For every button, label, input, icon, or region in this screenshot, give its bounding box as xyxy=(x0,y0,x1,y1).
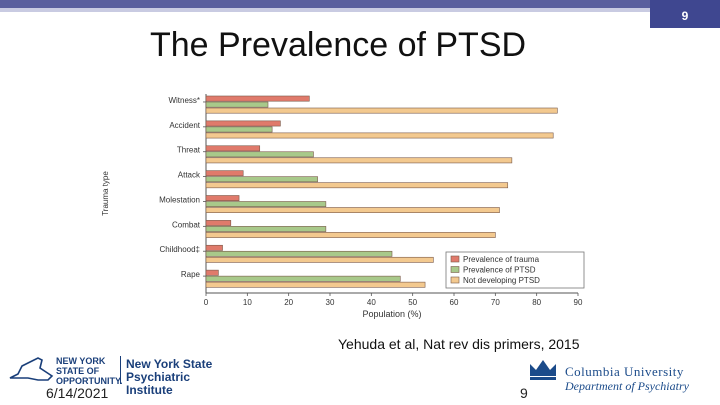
department-name: Department of Psychiatry xyxy=(565,379,689,393)
bar xyxy=(205,107,558,114)
x-tick-label: 90 xyxy=(574,298,583,307)
bar xyxy=(205,182,509,189)
x-tick-label: 10 xyxy=(243,298,252,307)
nys-psychiatric-institute-logo: NEW YORK STATE OF OPPORTUNITY. New York … xyxy=(8,350,213,397)
legend-box xyxy=(445,251,585,289)
nys-institute-name: New York State Psychiatric Institute xyxy=(126,358,213,397)
ptsd-bar-chart: Trauma type Witness* Accident Threat Attack M… xyxy=(101,94,585,319)
bar xyxy=(205,101,269,108)
top-accent-stripe xyxy=(0,8,720,12)
bar xyxy=(205,269,219,276)
bar xyxy=(205,126,273,133)
category-label: Combat xyxy=(172,220,201,229)
columbia-psychiatry-logo: Columbia University Department of Psychi… xyxy=(525,354,715,394)
bar xyxy=(205,207,500,213)
bar xyxy=(205,275,401,282)
bar xyxy=(205,220,232,226)
nys-institute-name-line-2: Psychiatric Institute xyxy=(126,370,191,397)
bar xyxy=(205,95,310,102)
legend-swatch xyxy=(450,255,460,263)
category-label: Childhood‡ xyxy=(160,245,200,254)
bar xyxy=(205,195,240,201)
category-label: Attack xyxy=(178,171,201,180)
page-number-badge-text: 9 xyxy=(681,9,689,23)
x-tick-label: 0 xyxy=(204,298,209,307)
bar xyxy=(205,244,223,251)
category-label: Molestation xyxy=(159,195,200,204)
slide-title: The Prevalence of PTSD xyxy=(150,26,527,64)
slide-number: 9 xyxy=(520,385,528,401)
bar xyxy=(205,256,434,263)
x-tick-label: 40 xyxy=(367,298,376,307)
legend-label: Prevalence of trauma xyxy=(463,255,540,264)
nys-tagline-line-2: STATE OF xyxy=(56,366,100,376)
citation: Yehuda et al, Nat rev dis primers, 2015 xyxy=(338,336,580,352)
bar xyxy=(205,281,426,288)
category-label: Accident xyxy=(169,121,200,130)
new-york-state-map-icon xyxy=(9,357,54,381)
category-label: Rape xyxy=(181,270,201,279)
bar xyxy=(205,132,554,139)
nys-tagline-line-3: OPPORTUNITY. xyxy=(56,376,123,386)
legend-label: Not developing PTSD xyxy=(463,276,540,285)
y-axis-label: Trauma type xyxy=(101,171,110,216)
bar xyxy=(205,170,244,177)
category-label: Threat xyxy=(177,146,201,155)
x-tick-label: 20 xyxy=(284,298,293,307)
logo-divider xyxy=(120,356,121,384)
bar xyxy=(205,157,513,164)
nys-tagline: NEW YORK STATE OF OPPORTUNITY. xyxy=(56,356,123,386)
bar xyxy=(205,145,261,152)
page-number-badge: 9 xyxy=(650,0,720,28)
x-tick-label: 80 xyxy=(532,298,541,307)
x-tick-label: 70 xyxy=(491,298,500,307)
nys-institute-name-line-1: New York State xyxy=(126,357,213,371)
bar xyxy=(205,201,327,207)
bar xyxy=(205,120,281,127)
x-tick-label: 50 xyxy=(408,298,417,307)
columbia-university-name: Columbia University xyxy=(565,364,684,379)
bar xyxy=(205,176,318,183)
legend-label: Prevalence of PTSD xyxy=(463,266,536,275)
crown-icon xyxy=(530,360,556,380)
x-axis-label: Population (%) xyxy=(362,309,421,319)
legend-swatch xyxy=(450,266,460,273)
top-accent-bar xyxy=(0,0,720,8)
x-tick-label: 60 xyxy=(450,298,459,307)
bar xyxy=(205,232,496,238)
nys-tagline-line-1: NEW YORK xyxy=(56,356,106,366)
x-tick-label: 30 xyxy=(326,298,335,307)
bar xyxy=(205,226,327,232)
category-label: Witness* xyxy=(168,96,200,105)
slide-date: 6/14/2021 xyxy=(46,385,109,401)
bar xyxy=(205,250,393,257)
legend-swatch xyxy=(450,276,460,284)
bar xyxy=(205,151,314,158)
